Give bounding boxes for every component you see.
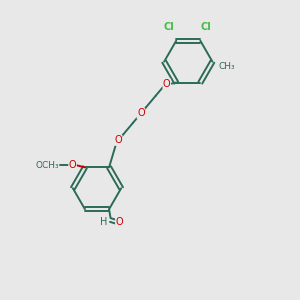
Text: O: O <box>115 135 122 146</box>
Text: H: H <box>100 217 108 227</box>
Text: OCH₃: OCH₃ <box>35 160 59 169</box>
Text: CH₃: CH₃ <box>218 62 235 71</box>
Text: Cl: Cl <box>200 22 211 32</box>
Text: O: O <box>116 217 123 227</box>
Text: O: O <box>137 108 145 118</box>
Text: O: O <box>69 160 76 170</box>
Text: O: O <box>163 79 171 89</box>
Text: Cl: Cl <box>164 22 174 32</box>
